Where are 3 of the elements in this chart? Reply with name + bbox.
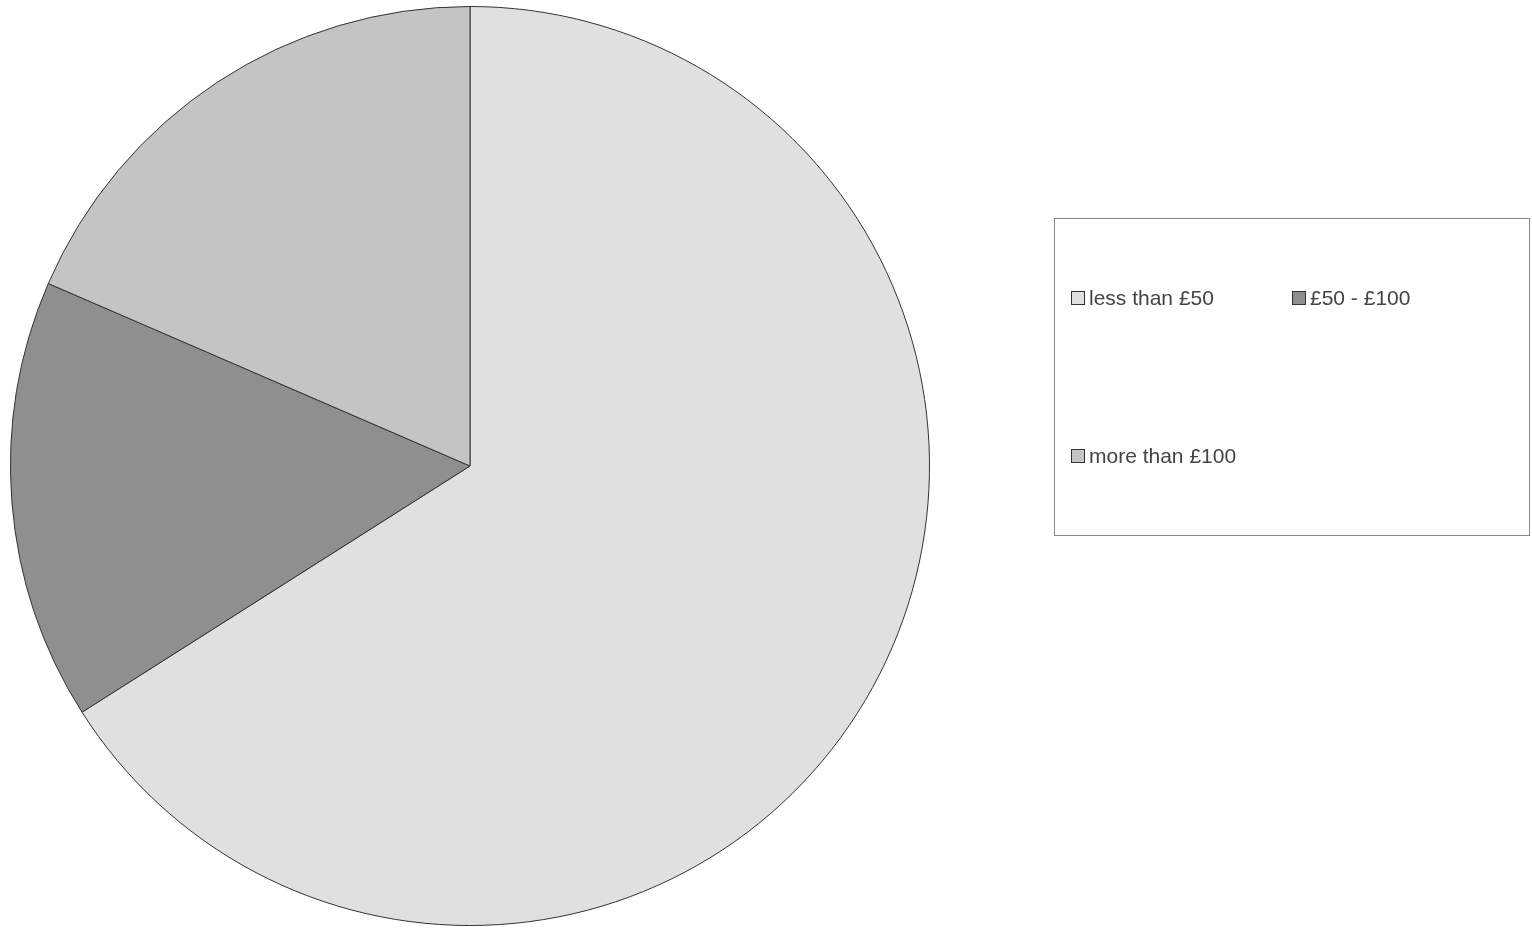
legend-label: £50 - £100 — [1310, 286, 1411, 310]
legend-label: more than £100 — [1089, 444, 1237, 468]
legend-label: less than £50 — [1089, 286, 1214, 310]
